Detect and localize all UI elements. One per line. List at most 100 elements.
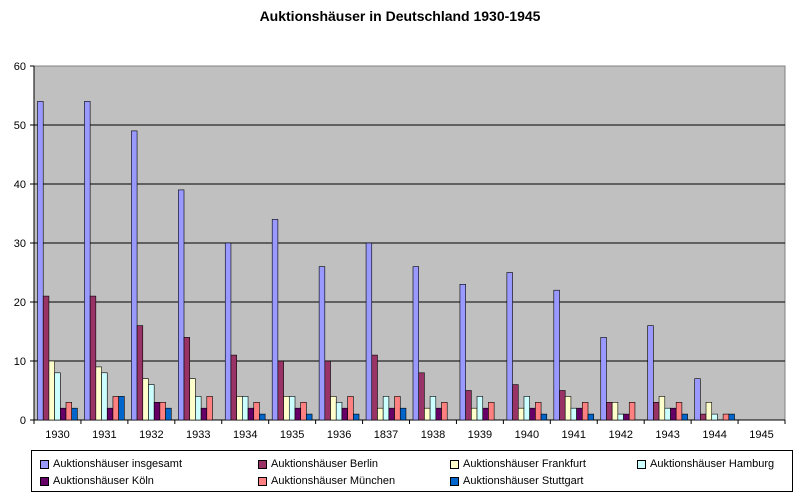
bar <box>465 390 472 421</box>
bar <box>131 130 138 421</box>
bar <box>441 401 448 421</box>
legend-label: Auktionshäuser Köln <box>53 475 154 487</box>
bar <box>429 396 437 421</box>
bar <box>178 189 185 421</box>
bar <box>224 242 232 421</box>
y-tick-label: 50 <box>14 120 26 132</box>
x-tick-label: 1934 <box>233 429 257 441</box>
bar <box>587 413 595 421</box>
bar <box>606 401 613 421</box>
legend-label: Auktionshäuser München <box>271 475 396 487</box>
bar <box>653 401 660 421</box>
bar <box>371 354 378 421</box>
bar <box>540 413 548 421</box>
bar <box>277 360 284 421</box>
legend-swatch <box>450 459 459 469</box>
bar <box>42 295 50 421</box>
bar <box>347 396 354 421</box>
legend-label: Auktionshäuser insgesamt <box>53 458 183 470</box>
bar <box>399 407 407 421</box>
bar <box>482 407 489 421</box>
bar <box>377 407 384 421</box>
bar <box>435 407 442 421</box>
bar <box>623 413 630 421</box>
bar <box>200 407 208 421</box>
bar <box>294 407 301 421</box>
bar <box>535 401 542 421</box>
legend-item: Auktionshäuser Stuttgart <box>450 475 583 487</box>
legend-swatch <box>258 459 267 469</box>
legend-item: Auktionshäuser insgesamt <box>40 458 182 470</box>
x-tick-label: 1943 <box>655 429 679 441</box>
bar <box>165 407 172 421</box>
bar <box>617 413 624 421</box>
bar <box>330 396 337 421</box>
x-tick-label: 1945 <box>749 429 773 441</box>
x-tick-label: 1941 <box>562 429 586 441</box>
bar <box>553 289 560 421</box>
bar <box>382 396 390 421</box>
bar <box>118 396 125 421</box>
bar <box>335 401 343 421</box>
bar <box>148 384 155 421</box>
bar <box>647 325 654 421</box>
bar <box>136 325 144 421</box>
legend-swatch <box>258 476 267 486</box>
bar <box>611 401 619 421</box>
bar <box>341 407 348 421</box>
bar <box>324 360 331 421</box>
bar <box>582 401 589 421</box>
bar <box>476 396 484 421</box>
y-tick-label: 40 <box>14 179 26 191</box>
x-tick-label: 1936 <box>327 429 351 441</box>
bar <box>318 266 326 421</box>
legend-label: Auktionshäuser Hamburg <box>650 458 775 470</box>
bar <box>529 407 536 421</box>
bar <box>600 337 607 421</box>
bar <box>153 401 161 421</box>
bar <box>230 354 237 421</box>
bar <box>247 407 255 421</box>
y-tick-label: 30 <box>14 238 26 250</box>
bar <box>570 407 577 421</box>
bar <box>48 360 55 421</box>
bar <box>195 396 202 421</box>
bar <box>576 407 583 421</box>
legend-label: Auktionshäuser Berlin <box>271 458 379 470</box>
bar <box>59 407 67 421</box>
bar <box>288 396 296 421</box>
bar <box>517 407 525 421</box>
bar <box>471 407 478 421</box>
bar <box>89 295 97 421</box>
x-tick-label: 1933 <box>186 429 210 441</box>
legend-item: Auktionshäuser Berlin <box>258 458 378 470</box>
bar <box>183 337 191 421</box>
bar <box>95 366 102 421</box>
bar <box>306 413 313 421</box>
x-tick-label: 1944 <box>702 429 726 441</box>
legend: Auktionshäuser insgesamt Auktionshäuser B… <box>31 450 793 492</box>
legend-item: Auktionshäuser Köln <box>40 475 154 487</box>
legend-swatch <box>637 459 646 469</box>
bar <box>271 219 279 421</box>
bar <box>259 413 266 421</box>
bar <box>675 401 683 421</box>
bar <box>670 407 677 421</box>
bar <box>300 401 307 421</box>
legend-swatch <box>40 476 49 486</box>
bar <box>628 401 636 421</box>
bar <box>206 396 213 421</box>
bar <box>564 396 572 421</box>
x-tick-label: 1935 <box>280 429 304 441</box>
bar <box>506 272 513 421</box>
bar <box>705 401 713 421</box>
y-tick-label: 20 <box>14 297 26 309</box>
x-tick-label: 1940 <box>515 429 539 441</box>
bar <box>84 101 91 421</box>
x-tick-label: 1930 <box>45 429 69 441</box>
bar <box>142 378 149 421</box>
bar <box>711 413 718 421</box>
x-tick-label: 1931 <box>92 429 116 441</box>
bar <box>559 390 566 421</box>
bar <box>394 396 401 421</box>
